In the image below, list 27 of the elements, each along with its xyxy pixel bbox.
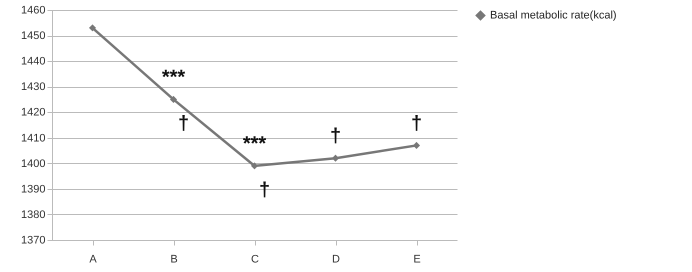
y-tick-label: 1430 [21,81,46,94]
annotation: † [330,125,342,148]
y-tick-label: 1370 [21,234,46,246]
point [412,142,420,149]
annotation: † [258,178,270,201]
point [88,24,96,32]
y-tick-label: 1390 [21,183,46,196]
y-tick-label: 1450 [21,30,46,42]
x-tick-label: D [332,254,340,266]
legend-label: Basal metabolic rate(kcal) [490,10,617,22]
x-tick-label: E [413,254,421,266]
annotation: *** [242,132,266,155]
x-tick-label: B [170,254,178,266]
point [250,162,258,170]
y-tick-label: 1460 [21,4,46,16]
x-tick-label: A [89,254,98,266]
y-tick-label: 1420 [21,106,46,119]
point [170,96,178,103]
point [332,154,340,162]
x-tick-label: C [251,254,260,266]
y-tick-label: 1410 [21,132,46,144]
annotation: *** [162,66,186,88]
y-tick-label: 1440 [21,56,46,68]
y-tick-label: 1380 [21,208,46,221]
y-tick-label: 1400 [21,158,46,170]
annotation: † [178,112,190,134]
annotation: † [410,112,422,134]
